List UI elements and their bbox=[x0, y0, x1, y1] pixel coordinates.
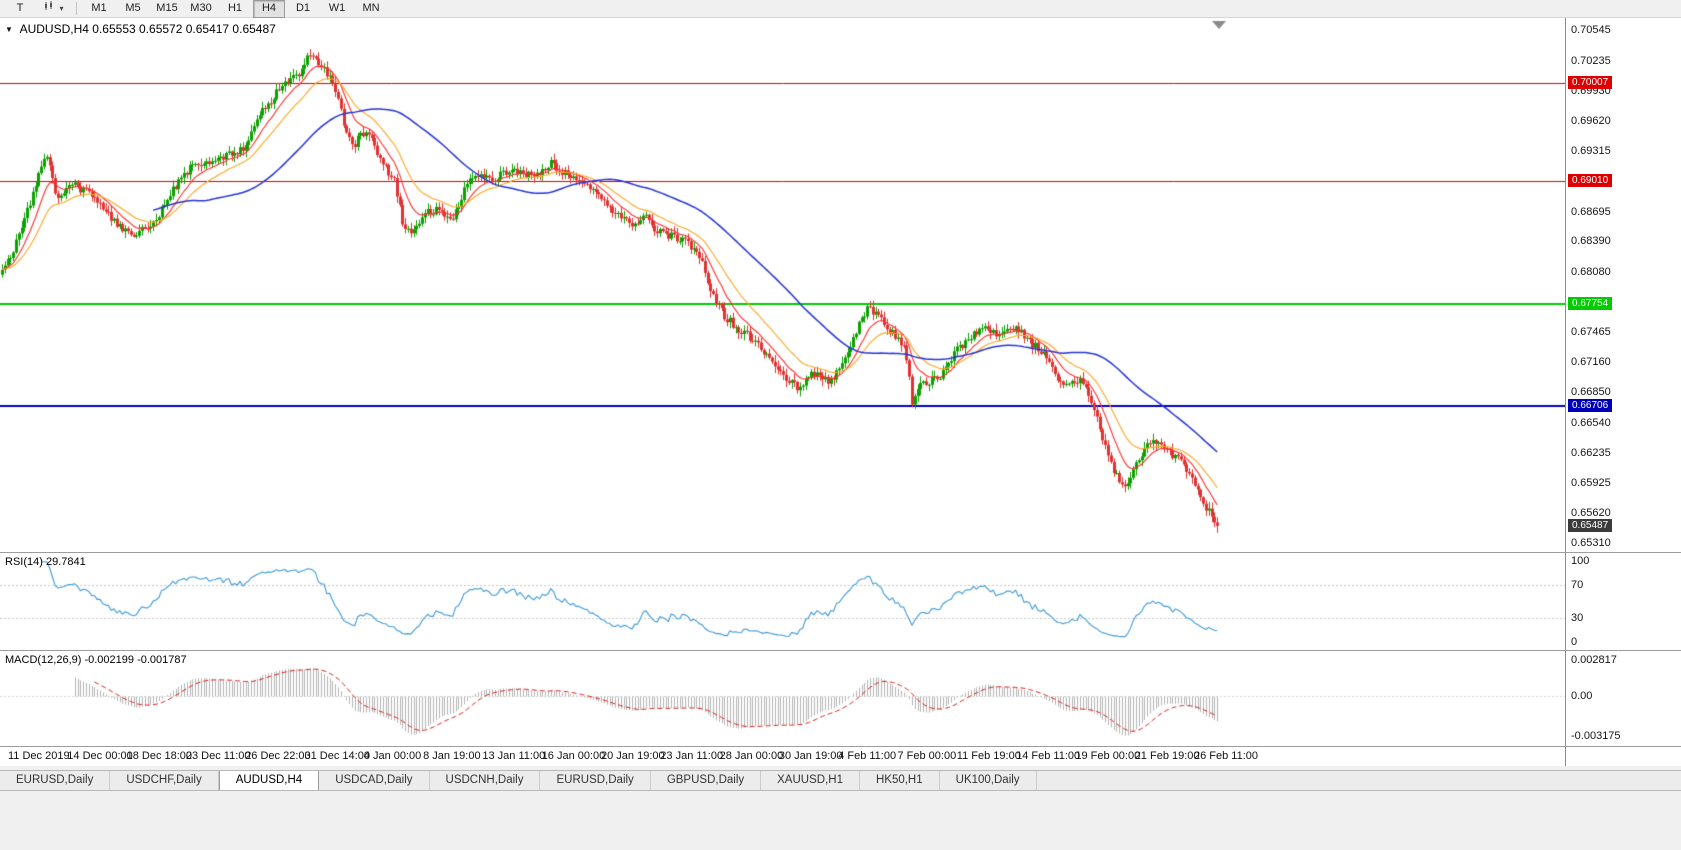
price-tick: 0.66235 bbox=[1571, 446, 1611, 459]
time-axis-label: 11 Feb 19:00 bbox=[956, 750, 1021, 762]
rsi-canvas[interactable] bbox=[0, 553, 1565, 650]
symbol-tab-bar: EURUSD,Daily USDCHF,Daily AUDUSD,H4 USDCAD,… bbox=[0, 770, 1681, 791]
symbol-dropdown-icon[interactable]: ▼ bbox=[5, 25, 13, 34]
macd-canvas[interactable] bbox=[0, 651, 1565, 746]
price-tick: 0.65310 bbox=[1571, 537, 1611, 550]
tab-usdcad-daily[interactable]: USDCAD,Daily bbox=[319, 771, 430, 790]
rsi-tick: 30 bbox=[1571, 611, 1584, 624]
tab-uk100-daily[interactable]: UK100,Daily bbox=[940, 771, 1037, 790]
period-button-h4[interactable]: H4 bbox=[253, 0, 285, 18]
chart-title-symbol: AUDUSD,H4 bbox=[19, 22, 89, 36]
toolbar-separator bbox=[76, 2, 77, 15]
price-tick: 0.68390 bbox=[1571, 235, 1611, 248]
time-axis-label: 23 Jan 11:00 bbox=[660, 750, 724, 762]
text-tool-label: T bbox=[16, 1, 24, 14]
time-axis-label: 20 Jan 19:00 bbox=[601, 750, 665, 762]
period-button-w1[interactable]: W1 bbox=[328, 1, 346, 14]
time-axis-label: 19 Feb 00:00 bbox=[1075, 750, 1141, 762]
tab-eurusd-daily[interactable]: EURUSD,Daily bbox=[540, 771, 651, 790]
price-tick: 0.69620 bbox=[1571, 114, 1611, 127]
time-axis-label: 26 Feb 11:00 bbox=[1194, 750, 1259, 762]
period-button-mn[interactable]: MN bbox=[362, 1, 380, 14]
level-price-tag: 0.70007 bbox=[1568, 75, 1613, 89]
text-tool-button[interactable]: T bbox=[4, 0, 36, 18]
level-price-tag: 0.69010 bbox=[1568, 173, 1613, 187]
macd-tick: 0.002817 bbox=[1571, 654, 1617, 667]
chart-type-button[interactable]: ▾ bbox=[38, 0, 70, 18]
price-axis[interactable]: 0.705450.702350.699300.696200.693150.690… bbox=[1565, 18, 1681, 766]
chevron-down-icon: ▾ bbox=[59, 3, 64, 13]
time-axis-label: 14 Dec 00:00 bbox=[67, 750, 133, 762]
time-axis-label: 4 Jan 00:00 bbox=[363, 750, 422, 762]
period-button-m15[interactable]: M15 bbox=[156, 1, 178, 14]
period-button-m30[interactable]: M30 bbox=[190, 1, 212, 14]
time-axis-label: 28 Jan 00:00 bbox=[719, 750, 784, 762]
tab-usdcnh-daily[interactable]: USDCNH,Daily bbox=[430, 771, 541, 790]
time-axis-label: 13 Jan 11:00 bbox=[482, 750, 546, 762]
rsi-title: RSI(14) 29.7841 bbox=[5, 556, 86, 568]
time-axis-label: 18 Dec 18:00 bbox=[126, 750, 193, 762]
time-axis-label: 26 Dec 22:00 bbox=[245, 750, 311, 762]
level-price-tag: 0.66706 bbox=[1568, 399, 1613, 413]
rsi-tick: 70 bbox=[1571, 579, 1584, 592]
panel-separator[interactable] bbox=[0, 650, 1681, 651]
rsi-tick: 0 bbox=[1571, 636, 1578, 648]
candlestick-canvas[interactable] bbox=[0, 18, 1565, 552]
period-button-m5[interactable]: M5 bbox=[125, 1, 141, 14]
tab-usdchf-daily[interactable]: USDCHF,Daily bbox=[110, 771, 219, 790]
tab-eurusd-daily[interactable]: EURUSD,Daily bbox=[0, 771, 111, 790]
time-axis-label: 16 Jan 00:00 bbox=[541, 750, 606, 762]
price-tick: 0.65925 bbox=[1571, 476, 1611, 489]
price-tick: 0.66540 bbox=[1571, 416, 1611, 429]
time-axis-label: 14 Feb 11:00 bbox=[1016, 750, 1081, 762]
panel-separator bbox=[0, 746, 1681, 747]
price-tick: 0.65620 bbox=[1571, 506, 1611, 519]
price-tick: 0.69315 bbox=[1571, 144, 1611, 157]
time-axis[interactable] bbox=[0, 747, 1565, 766]
price-tick: 0.68695 bbox=[1571, 205, 1611, 218]
time-axis-label: 31 Dec 14:00 bbox=[304, 750, 370, 762]
price-tick: 0.70235 bbox=[1571, 54, 1611, 67]
tab-hk50-h1[interactable]: HK50,H1 bbox=[860, 771, 940, 790]
time-axis-label: 4 Feb 11:00 bbox=[838, 750, 897, 762]
period-button-m1[interactable]: M1 bbox=[91, 1, 107, 14]
time-axis-label: 21 Feb 19:00 bbox=[1134, 750, 1200, 762]
timeframe-toolbar: T ▾ M1 M5 M15 M30 H1 H4 D1 W1 MN bbox=[0, 0, 1681, 18]
price-tick: 0.66850 bbox=[1571, 386, 1611, 399]
tab-gbpusd-daily[interactable]: GBPUSD,Daily bbox=[651, 771, 762, 790]
price-tick: 0.68080 bbox=[1571, 265, 1611, 278]
time-axis-label: 8 Jan 19:00 bbox=[423, 750, 481, 762]
chart-area: ▼ AUDUSD,H4 0.65553 0.65572 0.65417 0.65… bbox=[0, 18, 1681, 766]
price-tick: 0.70545 bbox=[1571, 24, 1611, 37]
period-button-h1[interactable]: H1 bbox=[227, 1, 243, 14]
price-tick: 0.67465 bbox=[1571, 326, 1611, 339]
rsi-tick: 100 bbox=[1571, 555, 1590, 567]
panel-separator[interactable] bbox=[0, 552, 1681, 553]
level-price-tag: 0.67754 bbox=[1568, 296, 1613, 310]
candlestick-chart-icon bbox=[44, 0, 57, 14]
tab-audusd-h4[interactable]: AUDUSD,H4 bbox=[218, 771, 320, 790]
price-tick: 0.67160 bbox=[1571, 355, 1611, 368]
chart-title: ▼ AUDUSD,H4 0.65553 0.65572 0.65417 0.65… bbox=[5, 22, 276, 36]
period-button-d1[interactable]: D1 bbox=[295, 1, 311, 14]
time-axis-label: 7 Feb 00:00 bbox=[897, 750, 957, 762]
time-axis-label: 11 Dec 2019 bbox=[8, 750, 70, 762]
time-axis-label: 30 Jan 19:00 bbox=[778, 750, 843, 762]
current-price-tag: 0.65487 bbox=[1568, 518, 1613, 532]
macd-title: MACD(12,26,9) -0.002199 -0.001787 bbox=[5, 654, 187, 666]
macd-tick: 0.00 bbox=[1571, 690, 1593, 703]
tab-xauusd-h1[interactable]: XAUUSD,H1 bbox=[761, 771, 860, 790]
time-axis-label: 23 Dec 11:00 bbox=[185, 750, 251, 762]
macd-tick: -0.003175 bbox=[1571, 730, 1621, 743]
period-buttons: M1 M5 M15 M30 H1 H4 D1 W1 MN bbox=[82, 0, 388, 18]
chart-title-ohlc: 0.65553 0.65572 0.65417 0.65487 bbox=[92, 22, 276, 36]
